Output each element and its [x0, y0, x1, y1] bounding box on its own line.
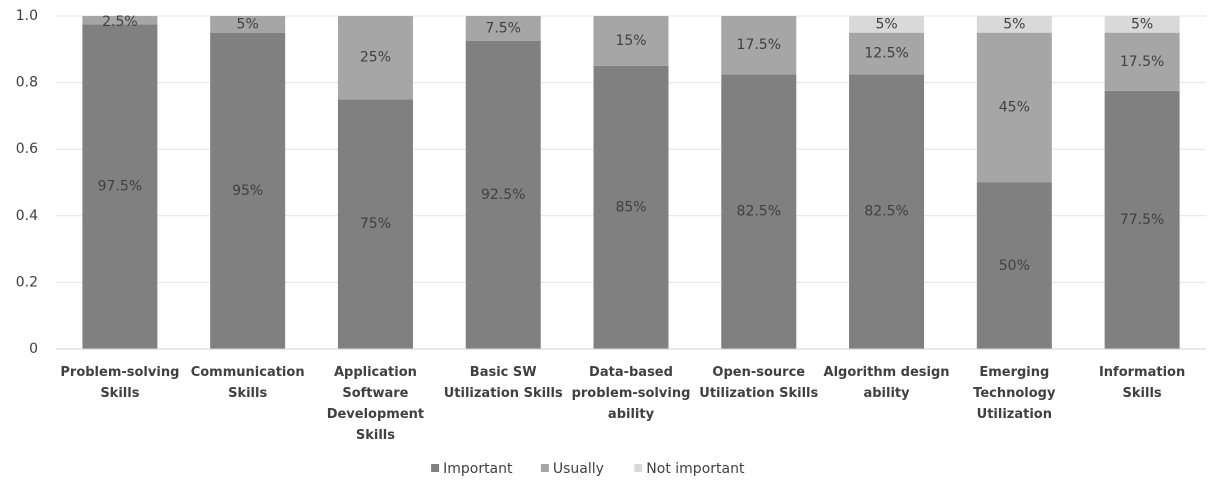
bar-segment: [593, 16, 669, 66]
data-label: 17.5%: [1120, 54, 1164, 70]
data-label: 5%: [237, 16, 259, 32]
data-label: 5%: [1131, 16, 1153, 32]
x-tick-label: Problem-solving Skills: [60, 365, 180, 401]
data-label: 5%: [1003, 16, 1025, 32]
bar-segment: [337, 16, 413, 100]
bar-segment: [976, 32, 1052, 183]
bar-segment: [721, 16, 797, 75]
bar-segment: [82, 24, 158, 349]
bar-segment: [849, 16, 925, 33]
data-label: 7.5%: [485, 20, 521, 36]
bar-segment: [849, 74, 925, 350]
bar-segment: [1104, 90, 1180, 350]
data-label: 5%: [875, 16, 897, 32]
legend-label: Not important: [646, 461, 745, 477]
data-label: 50%: [999, 258, 1030, 274]
bar-segment: [465, 16, 541, 41]
y-tick-label: 0: [29, 341, 38, 357]
x-tick-label: Information Skills: [1098, 365, 1186, 401]
bar-segment: [1104, 16, 1180, 33]
legend-label: Important: [443, 461, 513, 477]
data-label: 82.5%: [737, 204, 781, 220]
bar-segment: [210, 16, 286, 33]
y-tick-label: 1.0: [16, 8, 38, 24]
bar-segment: [976, 182, 1052, 349]
x-tick-label: Communication Skills: [190, 365, 305, 401]
bar-segment: [721, 74, 797, 350]
data-label: 85%: [615, 199, 646, 215]
y-tick-label: 0.6: [16, 141, 38, 157]
data-label: 95%: [232, 183, 263, 199]
bar-segment: [465, 40, 541, 349]
data-label: 12.5%: [864, 45, 908, 61]
bar-segment: [210, 32, 286, 350]
bar-segment: [82, 16, 158, 25]
bar-segment: [1104, 32, 1180, 91]
x-tick-label: Application Software Development Skills: [326, 365, 425, 443]
bar-segment: [976, 16, 1052, 33]
x-tick-label: Algorithm design ability: [823, 365, 950, 401]
data-label: 75%: [360, 216, 391, 232]
data-label: 82.5%: [864, 204, 908, 220]
legend-swatch: [634, 464, 643, 472]
data-label: 92.5%: [481, 187, 525, 203]
data-label: 2.5%: [102, 14, 138, 30]
x-tick-label: Data-based problem-solving ability: [571, 365, 691, 422]
bar-segment: [593, 65, 669, 349]
y-tick-label: 0.4: [16, 208, 38, 224]
y-tick-label: 0.2: [16, 274, 38, 290]
x-tick-label: Basic SW Utilization Skills: [443, 365, 563, 401]
data-label: 45%: [999, 100, 1030, 116]
legend-swatch: [431, 464, 440, 472]
data-label: 25%: [360, 50, 391, 66]
data-label: 17.5%: [737, 37, 781, 53]
data-label: 15%: [615, 33, 646, 49]
bar-segment: [337, 99, 413, 349]
x-tick-label: Emerging Technology Utilization: [973, 365, 1056, 422]
data-label: 77.5%: [1120, 212, 1164, 228]
legend-label: Usually: [553, 461, 604, 477]
y-tick-label: 0.8: [16, 75, 38, 91]
x-tick-label: Open-source Utilization Skills: [699, 365, 819, 401]
data-label: 97.5%: [98, 179, 142, 195]
legend-swatch: [540, 464, 549, 472]
bar-segment: [849, 32, 925, 75]
